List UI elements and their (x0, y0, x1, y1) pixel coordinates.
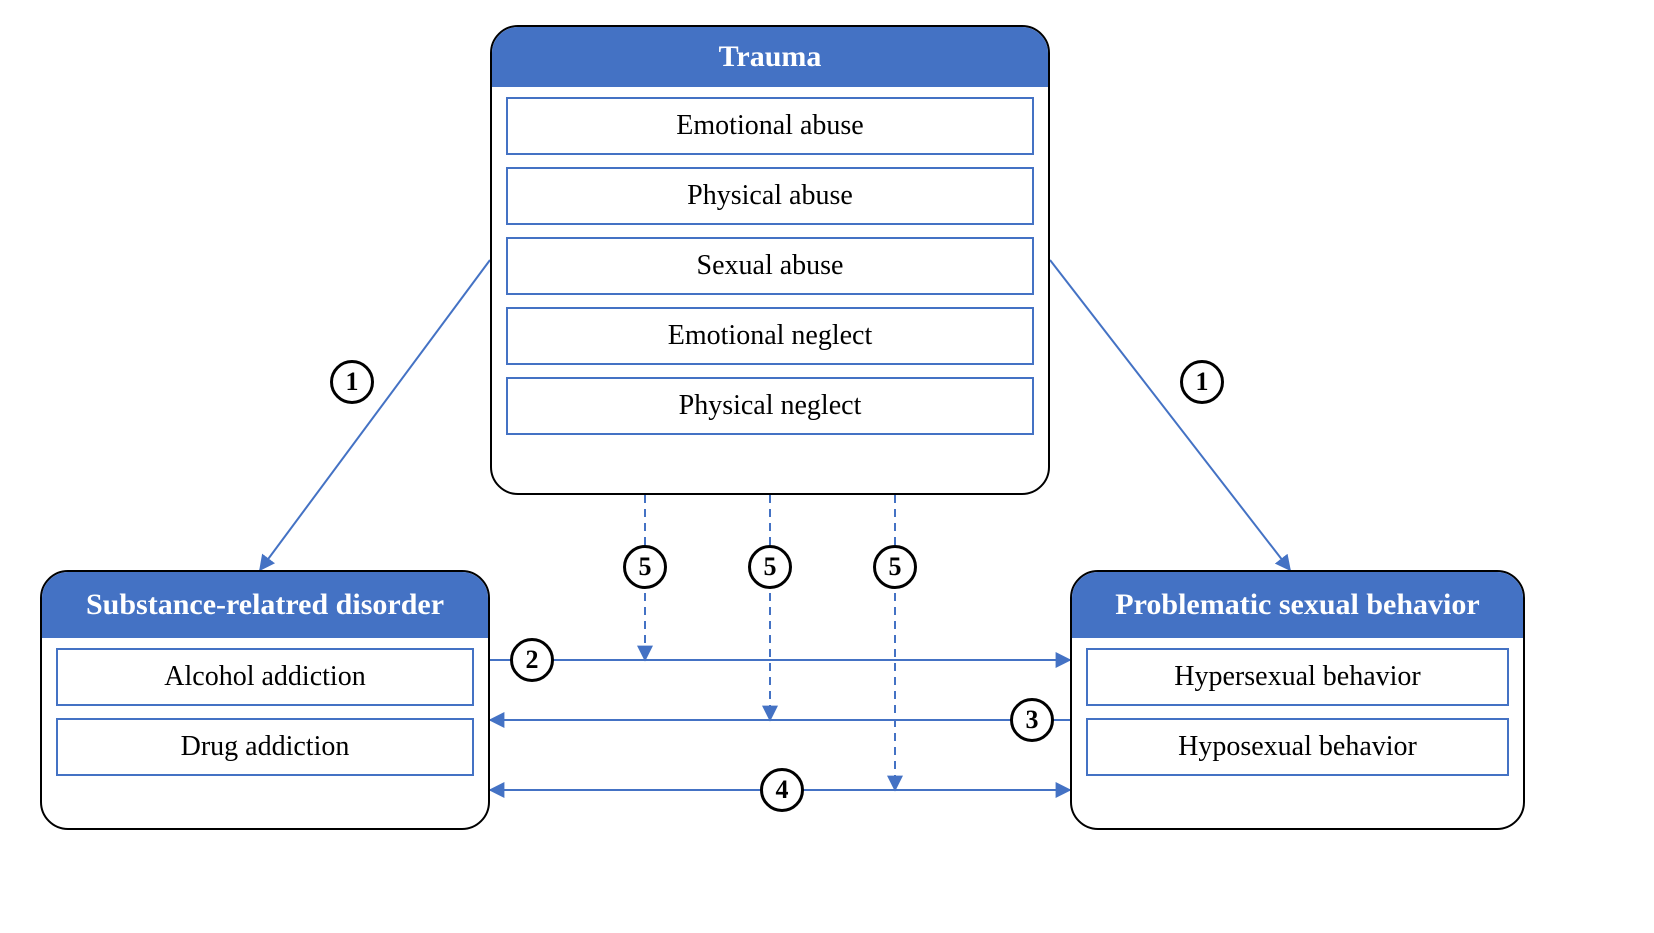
sexual-body: Hypersexual behavior Hyposexual behavior (1072, 638, 1523, 830)
item-box: Hypersexual behavior (1086, 648, 1509, 706)
item-box: Drug addiction (56, 718, 474, 776)
sexual-panel: Problematic sexual behavior Hypersexual … (1070, 570, 1525, 830)
substance-header: Substance-relatred disorder (42, 572, 488, 638)
sexual-header: Problematic sexual behavior (1072, 572, 1523, 638)
edge-label-n2: 2 (510, 638, 554, 682)
item-box: Emotional neglect (506, 307, 1034, 365)
item-box: Physical neglect (506, 377, 1034, 435)
item-box: Alcohol addiction (56, 648, 474, 706)
trauma-header: Trauma (492, 27, 1048, 87)
item-box: Physical abuse (506, 167, 1034, 225)
substance-panel: Substance-relatred disorder Alcohol addi… (40, 570, 490, 830)
edge-label-n4: 4 (760, 768, 804, 812)
edge-label-n1b: 1 (1180, 360, 1224, 404)
edge-label-n1a: 1 (330, 360, 374, 404)
substance-body: Alcohol addiction Drug addiction (42, 638, 488, 830)
item-box: Sexual abuse (506, 237, 1034, 295)
edge-label-n3: 3 (1010, 698, 1054, 742)
edge-label-n5a: 5 (623, 545, 667, 589)
item-box: Hyposexual behavior (1086, 718, 1509, 776)
edge-label-n5b: 5 (748, 545, 792, 589)
trauma-body: Emotional abuse Physical abuse Sexual abus… (492, 87, 1048, 495)
trauma-panel: Trauma Emotional abuse Physical abuse Sexu… (490, 25, 1050, 495)
edge-label-n5c: 5 (873, 545, 917, 589)
edge-trauma-to-substance (260, 260, 490, 570)
item-box: Emotional abuse (506, 97, 1034, 155)
edge-trauma-to-sexual (1050, 260, 1290, 570)
